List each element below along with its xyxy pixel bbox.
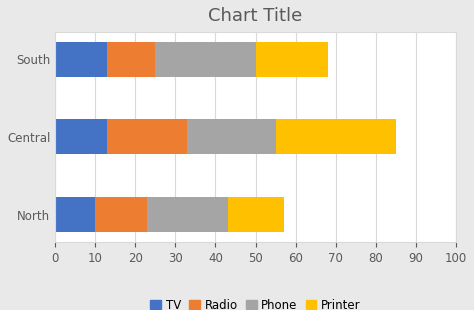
Bar bbox=[95, 197, 147, 232]
Bar bbox=[55, 119, 107, 154]
Bar bbox=[107, 119, 187, 154]
Bar bbox=[55, 197, 95, 232]
Bar bbox=[155, 42, 255, 77]
Bar bbox=[275, 119, 396, 154]
Bar bbox=[107, 42, 155, 77]
Bar bbox=[55, 42, 107, 77]
Bar bbox=[147, 197, 228, 232]
Title: Chart Title: Chart Title bbox=[209, 7, 303, 25]
Bar bbox=[255, 42, 328, 77]
Legend: TV, Radio, Phone, Printer: TV, Radio, Phone, Printer bbox=[146, 294, 365, 310]
Bar bbox=[187, 119, 275, 154]
Bar bbox=[228, 197, 283, 232]
